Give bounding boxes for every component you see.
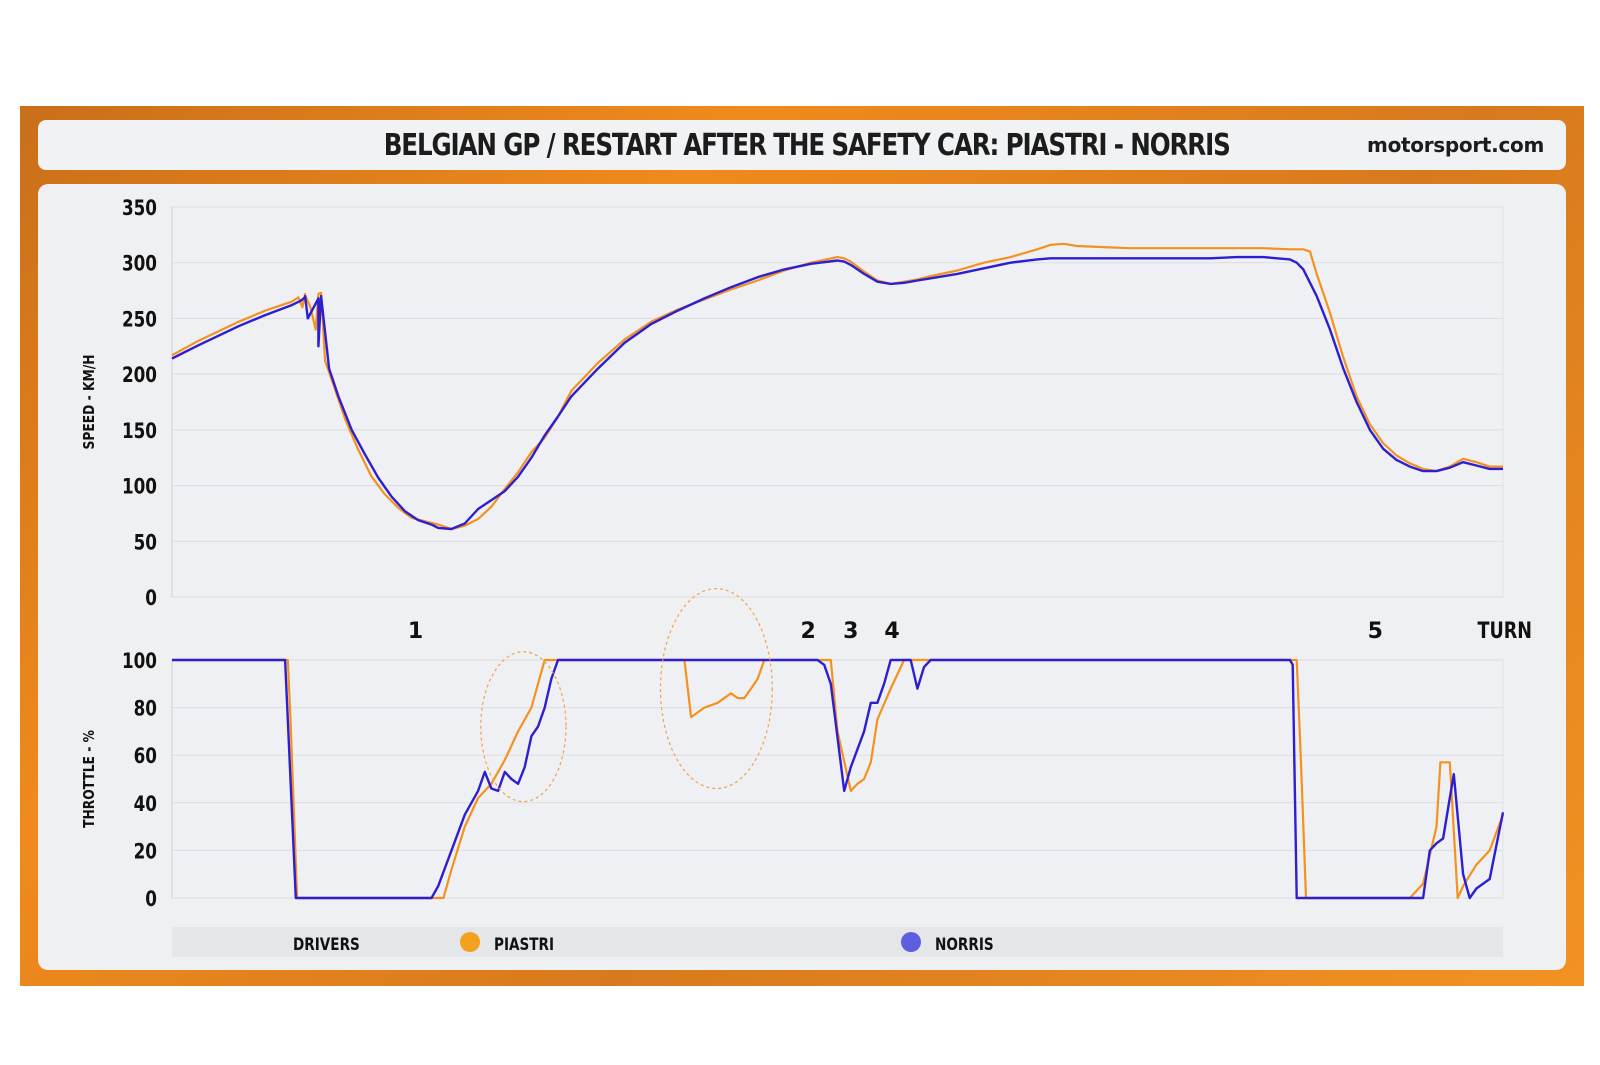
- y-tick-label-1-100: 100: [122, 649, 157, 673]
- y-tick-label-0-0: 0: [145, 586, 157, 610]
- highlight-circle-2: [659, 587, 773, 790]
- y-tick-label-0-350: 350: [122, 196, 157, 220]
- series-line-norris-0: [171, 255, 1503, 531]
- turn-label-4: 4: [884, 619, 899, 644]
- y-axis-title-1: THROTTLE - %: [81, 730, 98, 828]
- legend-label-piastri: PIASTRI: [494, 935, 554, 955]
- legend-bar: [172, 927, 1503, 957]
- highlight-circle-1: [480, 651, 567, 803]
- y-tick-label-0-150: 150: [122, 419, 157, 443]
- y-axis-title-0: SPEED - KM/H: [81, 354, 98, 449]
- legend-label-norris: NORRIS: [935, 935, 994, 955]
- y-tick-label-0-50: 50: [134, 531, 157, 555]
- y-tick-label-0-300: 300: [122, 252, 157, 276]
- series-line-norris-1: [172, 658, 1505, 900]
- legend-title: DRIVERS: [293, 935, 360, 955]
- turn-axis-label: TURN: [1477, 618, 1532, 643]
- title-card: BELGIAN GP / RESTART AFTER THE SAFETY CA…: [38, 120, 1566, 170]
- series-line-piastri-1: [172, 658, 1505, 900]
- legend-dot-norris: [901, 932, 921, 952]
- brand-logo: motorsport.com: [1367, 133, 1544, 157]
- turn-label-5: 5: [1368, 619, 1383, 644]
- y-tick-label-0-200: 200: [122, 363, 157, 387]
- y-tick-label-0-100: 100: [122, 475, 157, 499]
- turn-label-1: 1: [408, 619, 423, 644]
- plot-area-1: [171, 659, 1504, 899]
- y-tick-label-1-0: 0: [145, 887, 157, 911]
- y-tick-label-1-40: 40: [134, 792, 157, 816]
- y-tick-label-0-250: 250: [122, 308, 157, 332]
- y-tick-label-1-60: 60: [134, 744, 157, 768]
- turn-label-2: 2: [801, 619, 816, 644]
- turn-label-3: 3: [843, 619, 858, 644]
- chart-title: BELGIAN GP / RESTART AFTER THE SAFETY CA…: [383, 128, 1231, 163]
- y-tick-label-1-80: 80: [134, 697, 157, 721]
- plot-area-0: [171, 206, 1504, 598]
- legend-dot-piastri: [460, 932, 480, 952]
- y-tick-label-1-20: 20: [134, 840, 157, 864]
